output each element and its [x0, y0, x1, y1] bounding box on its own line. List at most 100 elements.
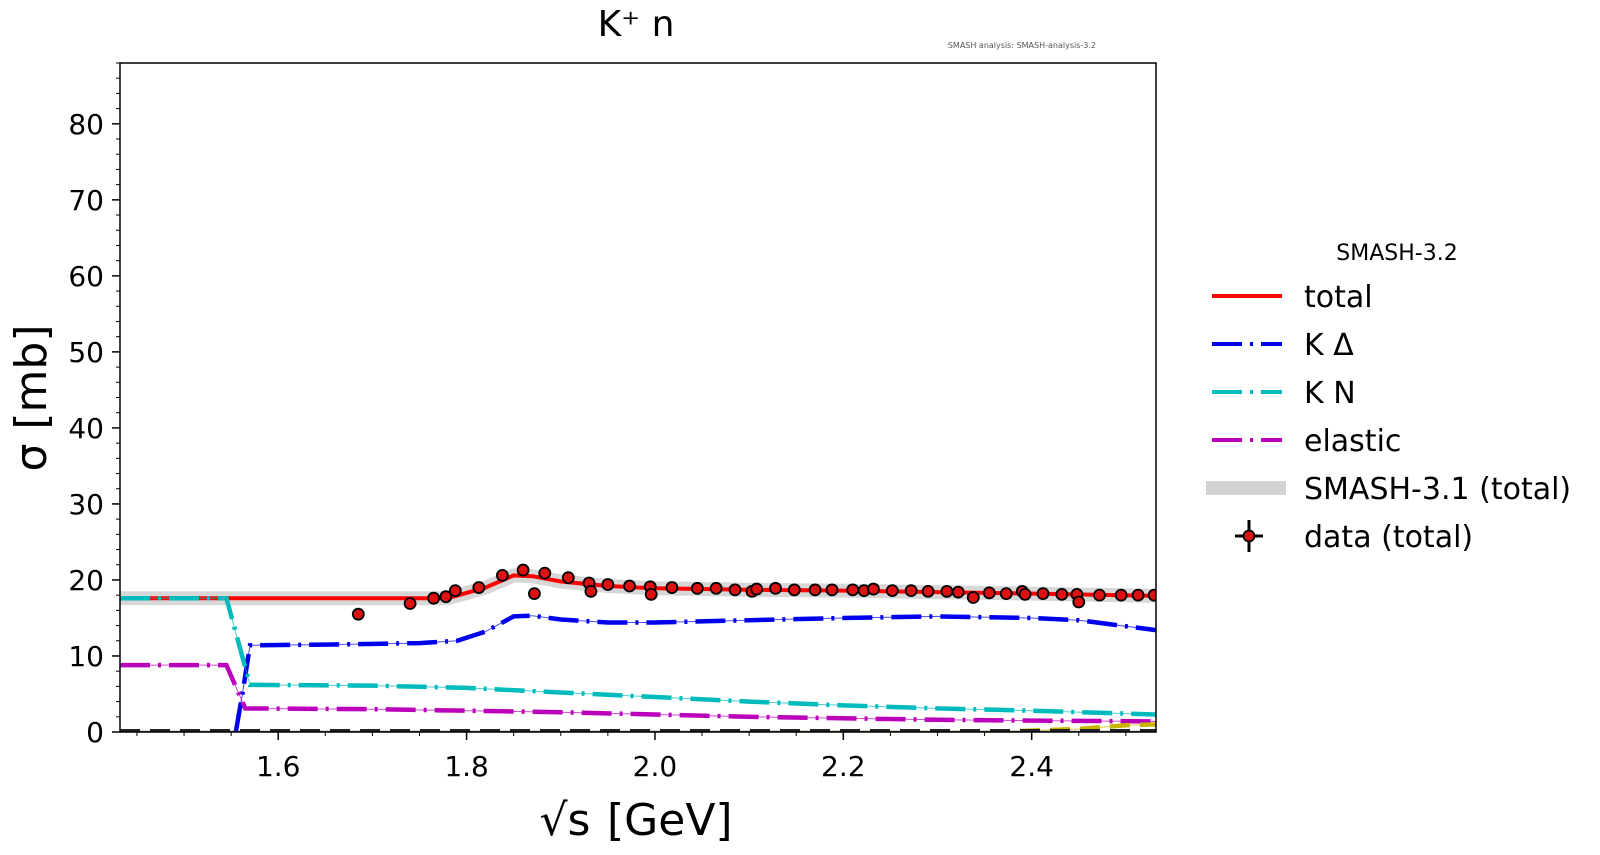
y-tick-label: 10 — [68, 640, 104, 673]
x-tick-label: 1.8 — [444, 750, 489, 783]
data-point — [623, 579, 636, 593]
data-point-marker — [904, 584, 918, 597]
series-2 — [233, 613, 1156, 732]
data-point — [690, 581, 704, 595]
data-point-marker — [439, 590, 453, 604]
x-tick-label: 2.4 — [1009, 750, 1054, 783]
y-tick-label: 0 — [86, 716, 104, 749]
x-axis-label-text: [GeV] — [607, 795, 733, 846]
legend-item: elastic — [1212, 424, 1401, 459]
data-point — [966, 591, 980, 604]
data-point — [750, 582, 764, 596]
series-3 — [120, 595, 1156, 717]
data-point — [1055, 587, 1069, 601]
data-point-marker — [472, 581, 486, 594]
legend-item: data (total) — [1235, 520, 1473, 555]
data-point — [1131, 588, 1145, 602]
data-point — [904, 584, 918, 597]
series-4-line — [120, 662, 1156, 724]
data-point — [921, 584, 935, 598]
plot-frame — [119, 62, 1157, 733]
data-point — [940, 584, 954, 598]
y-tick-label: 80 — [68, 108, 104, 141]
data-point-marker — [690, 581, 704, 595]
data-point-marker — [966, 591, 980, 604]
series-2-line — [233, 613, 1156, 732]
series-3-line — [120, 595, 1156, 717]
data-point-marker — [1072, 595, 1086, 609]
data-point-marker — [787, 583, 801, 597]
data-point-marker — [403, 597, 417, 610]
y-tick-label: 40 — [68, 412, 104, 445]
data-point-marker — [516, 563, 530, 577]
y-tick-label: 70 — [68, 184, 104, 217]
data-point-marker — [584, 584, 598, 598]
data-point-marker — [351, 607, 365, 621]
data-point — [769, 581, 782, 595]
legend-item: SMASH-3.1 (total) — [1206, 472, 1571, 507]
data-point-marker — [1093, 588, 1106, 602]
data-point — [495, 568, 509, 582]
data-point-marker — [999, 587, 1013, 601]
data-point — [644, 587, 658, 601]
data-point-marker — [1036, 587, 1050, 601]
data-point — [1114, 588, 1128, 602]
data-point — [439, 590, 453, 604]
y-tick-label: 50 — [68, 336, 104, 369]
y-tick-label: 30 — [68, 488, 104, 521]
plot-area — [120, 563, 1156, 732]
legend-label: elastic — [1304, 424, 1401, 459]
data-point-marker — [921, 584, 935, 598]
legend: SMASH-3.2 total K Δ K N elastic SMASH-3.1 (t… — [1206, 241, 1571, 555]
data-point — [601, 578, 615, 591]
data-point-marker — [1147, 588, 1156, 602]
data-point-marker — [808, 583, 822, 597]
data-point — [982, 586, 996, 600]
legend-label: SMASH-3.1 (total) — [1304, 472, 1571, 507]
data-point-marker — [623, 579, 636, 593]
data-point — [561, 571, 575, 585]
chart-subtitle: SMASH analysis: SMASH-analysis-3.2 — [948, 41, 1096, 50]
data-point-marker — [1131, 588, 1145, 602]
legend-label: K Δ — [1304, 328, 1354, 363]
legend-item: K Δ — [1212, 328, 1354, 363]
data-point — [1018, 587, 1032, 601]
data-point-marker — [1055, 587, 1069, 601]
data-point — [867, 582, 880, 596]
data-point — [1036, 587, 1050, 601]
data-point-marker — [750, 582, 764, 596]
data-point — [1093, 588, 1106, 602]
data-point — [1072, 595, 1086, 609]
data-point-marker — [728, 583, 742, 597]
data-point — [709, 581, 723, 595]
data-point — [448, 584, 462, 597]
data-point — [665, 581, 679, 594]
data-point — [403, 597, 417, 610]
data-point-marker — [846, 583, 860, 597]
data-point-marker — [982, 586, 996, 600]
data-point-marker — [709, 581, 723, 595]
x-tick-label: 2.0 — [633, 750, 678, 783]
data-point-marker — [1114, 588, 1128, 602]
data-point — [808, 583, 822, 597]
y-tick-label: 60 — [68, 260, 104, 293]
legend-title: SMASH-3.2 — [1336, 241, 1457, 266]
series-4 — [120, 662, 1156, 724]
data-point — [951, 585, 965, 599]
data-point-marker — [448, 584, 462, 597]
data-point-marker — [528, 587, 541, 601]
x-tick-label: 2.2 — [821, 750, 866, 783]
y-tick-label: 20 — [68, 564, 104, 597]
data-point-marker — [769, 581, 782, 595]
legend-swatch-marker — [1242, 529, 1256, 543]
x-axis-label-prefix: √s — [540, 795, 591, 846]
data-point-marker — [867, 582, 880, 596]
data-point — [999, 587, 1013, 601]
data-point-marker — [427, 591, 441, 605]
data-point — [885, 584, 899, 597]
axes: 0 10 20 30 40 50 60 70 80 1.6 1.8 2.0 2.2 2.4 — [68, 62, 1157, 783]
data-point-marker — [825, 583, 839, 597]
data-point-marker — [1018, 587, 1032, 601]
data-point — [825, 583, 839, 597]
x-tick-label: 1.6 — [256, 750, 301, 783]
